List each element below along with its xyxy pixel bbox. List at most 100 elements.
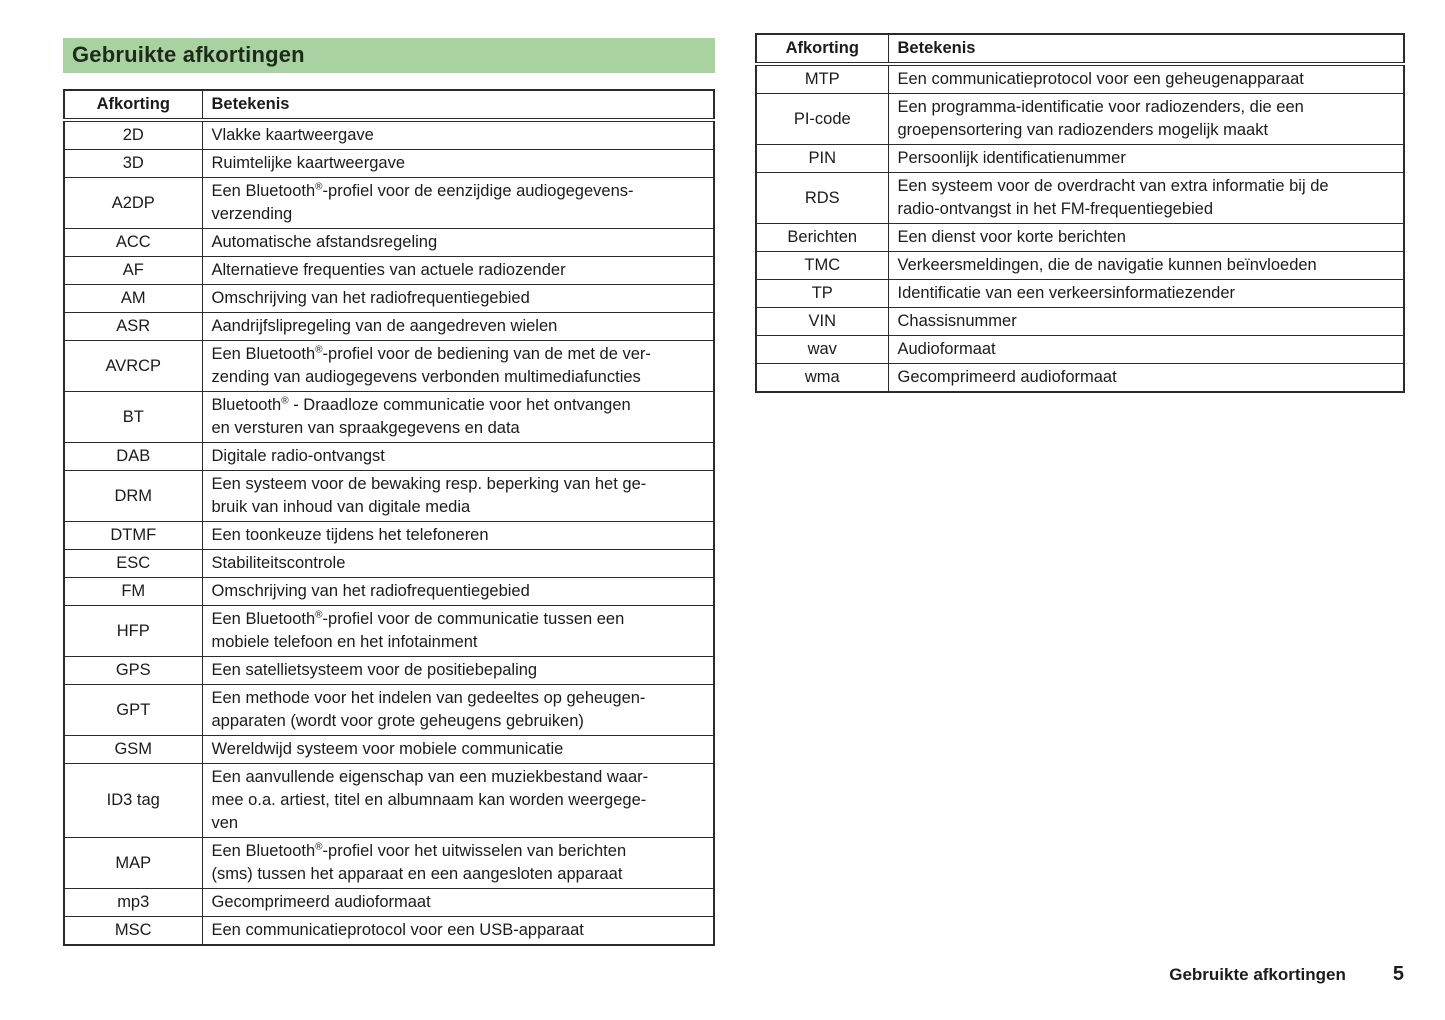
meaning-cell: Audioformaat (887, 335, 1405, 364)
meaning-cell: Digitale radio-ontvangst (201, 442, 715, 471)
meaning-cell: Een programma-identificatie voor radioze… (887, 93, 1405, 145)
table-row: DTMF Een toonkeuze tijdens het telefonere… (63, 521, 715, 550)
left-column: Gebruikte afkortingen Afkorting Betekeni… (63, 38, 715, 946)
table-row: TP Identificatie van een verkeersinformat… (755, 279, 1405, 308)
meaning-cell: Aandrijfslipregeling van de aangedreven … (201, 312, 715, 341)
meaning-cell: Omschrijving van het radiofrequentiegebi… (201, 284, 715, 313)
table-row: AM Omschrijving van het radiofrequentiege… (63, 284, 715, 313)
table-row: 3D Ruimtelijke kaartweergave (63, 149, 715, 178)
abbreviation-cell: DAB (63, 442, 203, 471)
column-header-abbreviation: Afkorting (755, 33, 889, 66)
meaning-cell: Een toonkeuze tijdens het telefoneren (201, 521, 715, 550)
abbreviation-cell: MTP (755, 63, 889, 94)
abbreviation-cell: AM (63, 284, 203, 313)
meaning-cell: Een systeem voor de overdracht van extra… (887, 172, 1405, 224)
meaning-cell: Een Bluetooth®-profiel voor het uitwisse… (201, 837, 715, 889)
table-row: PI-code Een programma-identificatie voor … (755, 93, 1405, 145)
abbreviation-cell: GSM (63, 735, 203, 764)
abbreviation-cell: GPS (63, 656, 203, 685)
abbreviation-cell: VIN (755, 307, 889, 336)
table-header-row: Afkorting Betekenis (63, 89, 715, 122)
right-column: Afkorting Betekenis MTP Een communicatiep… (755, 33, 1405, 393)
abbreviation-cell: MAP (63, 837, 203, 889)
table-row: VIN Chassisnummer (755, 307, 1405, 336)
meaning-cell: Een Bluetooth®-profiel voor de eenzijdig… (201, 177, 715, 229)
meaning-cell: Een communicatieprotocol voor een USB-ap… (201, 916, 715, 946)
abbreviation-cell: ACC (63, 228, 203, 257)
abbreviation-cell: TP (755, 279, 889, 308)
abbreviation-cell: DTMF (63, 521, 203, 550)
abbreviation-cell: RDS (755, 172, 889, 224)
meaning-cell: Ruimtelijke kaartweergave (201, 149, 715, 178)
abbreviation-cell: ASR (63, 312, 203, 341)
table-row: RDS Een systeem voor de overdracht van ex… (755, 172, 1405, 224)
table-row: ACC Automatische afstandsregeling (63, 228, 715, 257)
column-header-meaning: Betekenis (887, 33, 1405, 66)
abbreviation-cell: 2D (63, 119, 203, 150)
meaning-cell: Wereldwijd systeem voor mobiele communic… (201, 735, 715, 764)
table-row: DRM Een systeem voor de bewaking resp. be… (63, 470, 715, 522)
table-row: AF Alternatieve frequenties van actuele r… (63, 256, 715, 285)
table-row: wma Gecomprimeerd audioformaat (755, 363, 1405, 393)
abbreviation-cell: BT (63, 391, 203, 443)
table-row: ESC Stabiliteitscontrole (63, 549, 715, 578)
meaning-cell: Persoonlijk identificatienummer (887, 144, 1405, 173)
table-row: PIN Persoonlijk identificatienummer (755, 144, 1405, 173)
abbreviation-cell: A2DP (63, 177, 203, 229)
table-row: MTP Een communicatieprotocol voor een geh… (755, 63, 1405, 94)
meaning-cell: Verkeersmeldingen, die de navigatie kunn… (887, 251, 1405, 280)
column-header-meaning: Betekenis (201, 89, 715, 122)
meaning-cell: Een aanvullende eigenschap van een muzie… (201, 763, 715, 838)
abbreviation-cell: PI-code (755, 93, 889, 145)
meaning-cell: Alternatieve frequenties van actuele rad… (201, 256, 715, 285)
table-row: Berichten Een dienst voor korte berichten (755, 223, 1405, 252)
page-title: Gebruikte afkortingen (63, 38, 715, 73)
table-row: mp3 Gecomprimeerd audioformaat (63, 888, 715, 917)
table-row: HFP Een Bluetooth®-profiel voor de commun… (63, 605, 715, 657)
meaning-cell: Een Bluetooth®-profiel voor de bediening… (201, 340, 715, 392)
table-row: GPT Een methode voor het indelen van gede… (63, 684, 715, 736)
abbreviation-cell: wma (755, 363, 889, 393)
table-row: ASR Aandrijfslipregeling van de aangedrev… (63, 312, 715, 341)
footer-section-title: Gebruikte afkortingen (1169, 965, 1346, 984)
table-header-row: Afkorting Betekenis (755, 33, 1405, 66)
table-row: ID3 tag Een aanvullende eigenschap van ee… (63, 763, 715, 838)
table-row: A2DP Een Bluetooth®-profiel voor de eenzi… (63, 177, 715, 229)
meaning-cell: Stabiliteitscontrole (201, 549, 715, 578)
meaning-cell: Een Bluetooth®-profiel voor de communica… (201, 605, 715, 657)
abbreviation-cell: PIN (755, 144, 889, 173)
abbreviations-table-right: Afkorting Betekenis MTP Een communicatiep… (755, 33, 1405, 393)
meaning-cell: Een satellietsysteem voor de positiebepa… (201, 656, 715, 685)
table-row: FM Omschrijving van het radiofrequentiege… (63, 577, 715, 606)
meaning-cell: Omschrijving van het radiofrequentiegebi… (201, 577, 715, 606)
meaning-cell: Bluetooth® - Draadloze communicatie voor… (201, 391, 715, 443)
table-row: TMC Verkeersmeldingen, die de navigatie k… (755, 251, 1405, 280)
abbreviation-cell: MSC (63, 916, 203, 946)
meaning-cell: Vlakke kaartweergave (201, 119, 715, 150)
abbreviation-cell: DRM (63, 470, 203, 522)
page-footer: Gebruikte afkortingen 5 (1169, 963, 1404, 986)
abbreviation-cell: ESC (63, 549, 203, 578)
abbreviation-cell: AVRCP (63, 340, 203, 392)
abbreviation-cell: ID3 tag (63, 763, 203, 838)
meaning-cell: Gecomprimeerd audioformaat (887, 363, 1405, 393)
abbreviation-cell: Berichten (755, 223, 889, 252)
column-header-abbreviation: Afkorting (63, 89, 203, 122)
abbreviation-cell: HFP (63, 605, 203, 657)
abbreviation-cell: 3D (63, 149, 203, 178)
table-row: GSM Wereldwijd systeem voor mobiele commu… (63, 735, 715, 764)
table-row: MSC Een communicatieprotocol voor een USB… (63, 916, 715, 946)
abbreviation-cell: FM (63, 577, 203, 606)
abbreviation-cell: TMC (755, 251, 889, 280)
table-row: AVRCP Een Bluetooth®-profiel voor de bedi… (63, 340, 715, 392)
meaning-cell: Een systeem voor de bewaking resp. beper… (201, 470, 715, 522)
abbreviation-cell: mp3 (63, 888, 203, 917)
footer-page-number: 5 (1392, 963, 1404, 985)
table-row: DAB Digitale radio-ontvangst (63, 442, 715, 471)
table-row: GPS Een satellietsysteem voor de positieb… (63, 656, 715, 685)
abbreviation-cell: GPT (63, 684, 203, 736)
abbreviation-cell: AF (63, 256, 203, 285)
table-row: 2D Vlakke kaartweergave (63, 119, 715, 150)
table-row: wav Audioformaat (755, 335, 1405, 364)
